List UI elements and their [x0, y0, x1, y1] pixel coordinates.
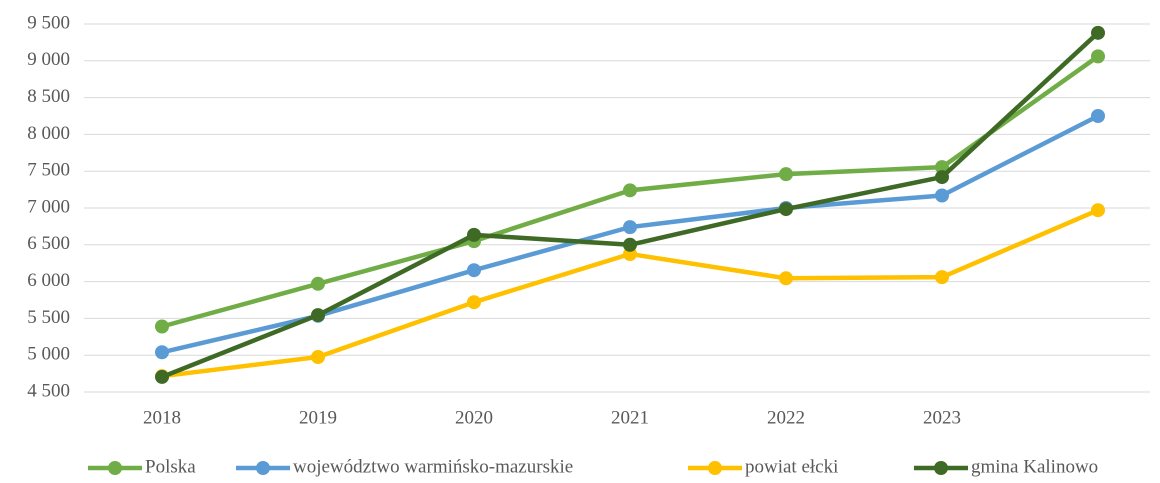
y-tick-label: 8 000	[27, 123, 70, 144]
data-point	[467, 295, 481, 310]
y-tick-label: 5 500	[27, 307, 70, 328]
data-point	[1091, 49, 1105, 64]
data-point	[311, 350, 325, 365]
y-tick-label: 5 000	[27, 344, 70, 365]
legend-marker	[708, 461, 722, 475]
legend-marker	[108, 461, 122, 475]
data-point	[155, 319, 169, 334]
data-point	[1091, 25, 1105, 40]
y-tick-label: 7 500	[27, 160, 70, 181]
data-point	[155, 369, 169, 384]
data-point	[623, 237, 637, 252]
series-line	[161, 208, 1099, 379]
legend-label: gmina Kalinowo	[971, 456, 1098, 477]
x-tick-label: 2020	[455, 407, 493, 428]
data-point	[935, 170, 949, 185]
data-point	[1091, 109, 1105, 123]
data-point	[467, 263, 481, 278]
y-tick-label: 7 000	[27, 196, 70, 217]
y-tick-label: 6 500	[27, 233, 70, 254]
y-tick-label: 6 000	[27, 270, 70, 291]
y-tick-label: 9 000	[27, 49, 70, 70]
legend-label: powiat ełcki	[745, 456, 838, 477]
legend-marker	[256, 461, 270, 475]
data-point	[467, 227, 481, 242]
y-tick-label: 9 500	[27, 12, 70, 33]
legend-marker	[934, 461, 948, 475]
x-tick-label: 2019	[299, 407, 337, 428]
data-point	[311, 276, 325, 291]
data-point	[623, 183, 637, 198]
y-tick-label: 4 500	[27, 380, 70, 401]
x-tick-label: 2018	[143, 407, 181, 428]
data-point	[155, 345, 169, 360]
data-point	[623, 220, 637, 235]
data-point	[779, 271, 793, 286]
legend-label: województwo warmińsko-mazurskie	[293, 456, 573, 477]
data-point	[779, 167, 793, 182]
data-point	[935, 160, 949, 175]
data-point	[311, 308, 325, 323]
data-point	[779, 202, 793, 217]
x-tick-label: 2023	[923, 407, 961, 428]
legend-label: Polska	[145, 456, 196, 477]
x-tick-label: 2022	[767, 407, 805, 428]
x-tick-label: 2021	[611, 407, 649, 428]
series-line	[161, 31, 1100, 380]
data-point	[935, 270, 949, 285]
data-point	[1091, 203, 1105, 218]
y-tick-label: 8 500	[27, 86, 70, 107]
data-point	[935, 188, 949, 203]
